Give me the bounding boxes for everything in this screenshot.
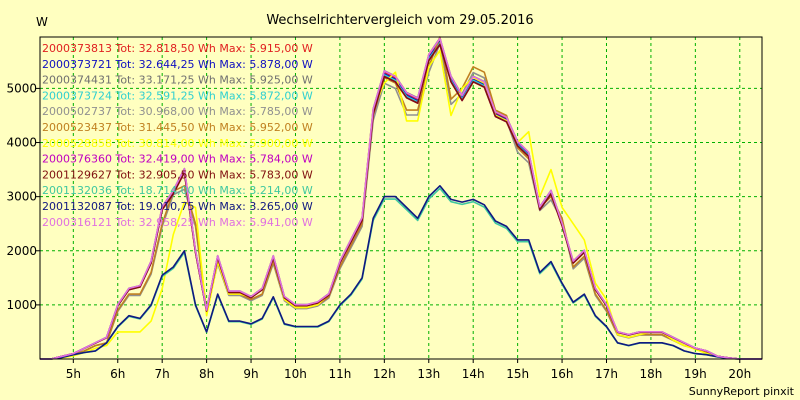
legend-entry-10: 2001132036 Tot: 18.714,00 Wh Max: 3.214,… — [42, 184, 313, 197]
y-tick-label: 4000 — [6, 136, 37, 150]
x-tick-label: 18h — [639, 367, 662, 381]
y-tick-label: 1000 — [6, 298, 37, 312]
chart-title: Wechselrichtervergleich vom 29.05.2016 — [266, 13, 533, 28]
series-line-12 — [40, 37, 762, 360]
legend-entry-4: 2000373724 Tot: 32.591,25 Wh Max: 5.872,… — [42, 89, 313, 102]
legend-entry-5: 2000502737 Tot: 30.968,00 Wh Max: 5.785,… — [42, 105, 313, 118]
x-tick-label: 14h — [462, 367, 485, 381]
plot-frame — [39, 36, 763, 360]
y-axis-unit: W — [36, 15, 48, 29]
legend-entry-9: 2001129627 Tot: 32.905,50 Wh Max: 5.783,… — [42, 168, 313, 181]
y-axis-ticks: 1000 2000 3000 4000 5000 — [6, 81, 40, 312]
legend-entry-8: 2000376360 Tot: 32.419,00 Wh Max: 5.784,… — [42, 153, 313, 166]
x-tick-label: 15h — [506, 367, 529, 381]
x-tick-label: 13h — [417, 367, 440, 381]
legend-entry-12: 2000316121 Tot: 32.958,25 Wh Max: 5.941,… — [42, 216, 313, 229]
x-tick-label: 6h — [110, 367, 125, 381]
x-tick-label: 19h — [684, 367, 707, 381]
y-tick-label: 3000 — [6, 190, 37, 204]
x-tick-label: 9h — [243, 367, 258, 381]
x-tick-label: 10h — [284, 367, 307, 381]
series-line-7 — [40, 49, 762, 360]
legend-entry-3: 2000374431 Tot: 33.171,25 Wh Max: 5.925,… — [42, 74, 313, 87]
x-axis-ticks: 5h 6h 7h 8h 9h 10h 11h 12h 13h 14h 15h 16h 17h 18h 19h… — [66, 359, 751, 381]
legend-entry-1: 2000373813 Tot: 32.818,50 Wh Max: 5.915,… — [42, 42, 313, 55]
x-tick-label: 12h — [373, 367, 396, 381]
legend-entry-2: 2000373721 Tot: 32.644,25 Wh Max: 5.878,… — [42, 58, 313, 71]
legend-entry-6: 2000523437 Tot: 31.445,50 Wh Max: 5.952,… — [42, 121, 313, 134]
x-tick-label: 17h — [595, 367, 618, 381]
x-tick-label: 20h — [728, 367, 751, 381]
credit-label: SunnyReport pinxit — [689, 385, 795, 398]
legend: 2000373813 Tot: 32.818,50 Wh Max: 5.915,… — [42, 42, 313, 229]
y-tick-label: 2000 — [6, 244, 37, 258]
x-tick-label: 5h — [66, 367, 81, 381]
y-tick-label: 5000 — [6, 81, 37, 95]
legend-entry-7: 2000528858 Tot: 30.814,00 Wh Max: 5.900,… — [42, 137, 313, 150]
x-tick-label: 8h — [199, 367, 214, 381]
x-tick-label: 7h — [155, 367, 170, 381]
x-tick-label: 16h — [551, 367, 574, 381]
grid — [40, 37, 762, 359]
series-line-11 — [40, 185, 762, 360]
x-tick-label: 11h — [328, 367, 351, 381]
series-lines — [40, 36, 762, 360]
legend-entry-11: 2001132087 Tot: 19.010,75 Wh Max: 3.265,… — [42, 200, 313, 213]
